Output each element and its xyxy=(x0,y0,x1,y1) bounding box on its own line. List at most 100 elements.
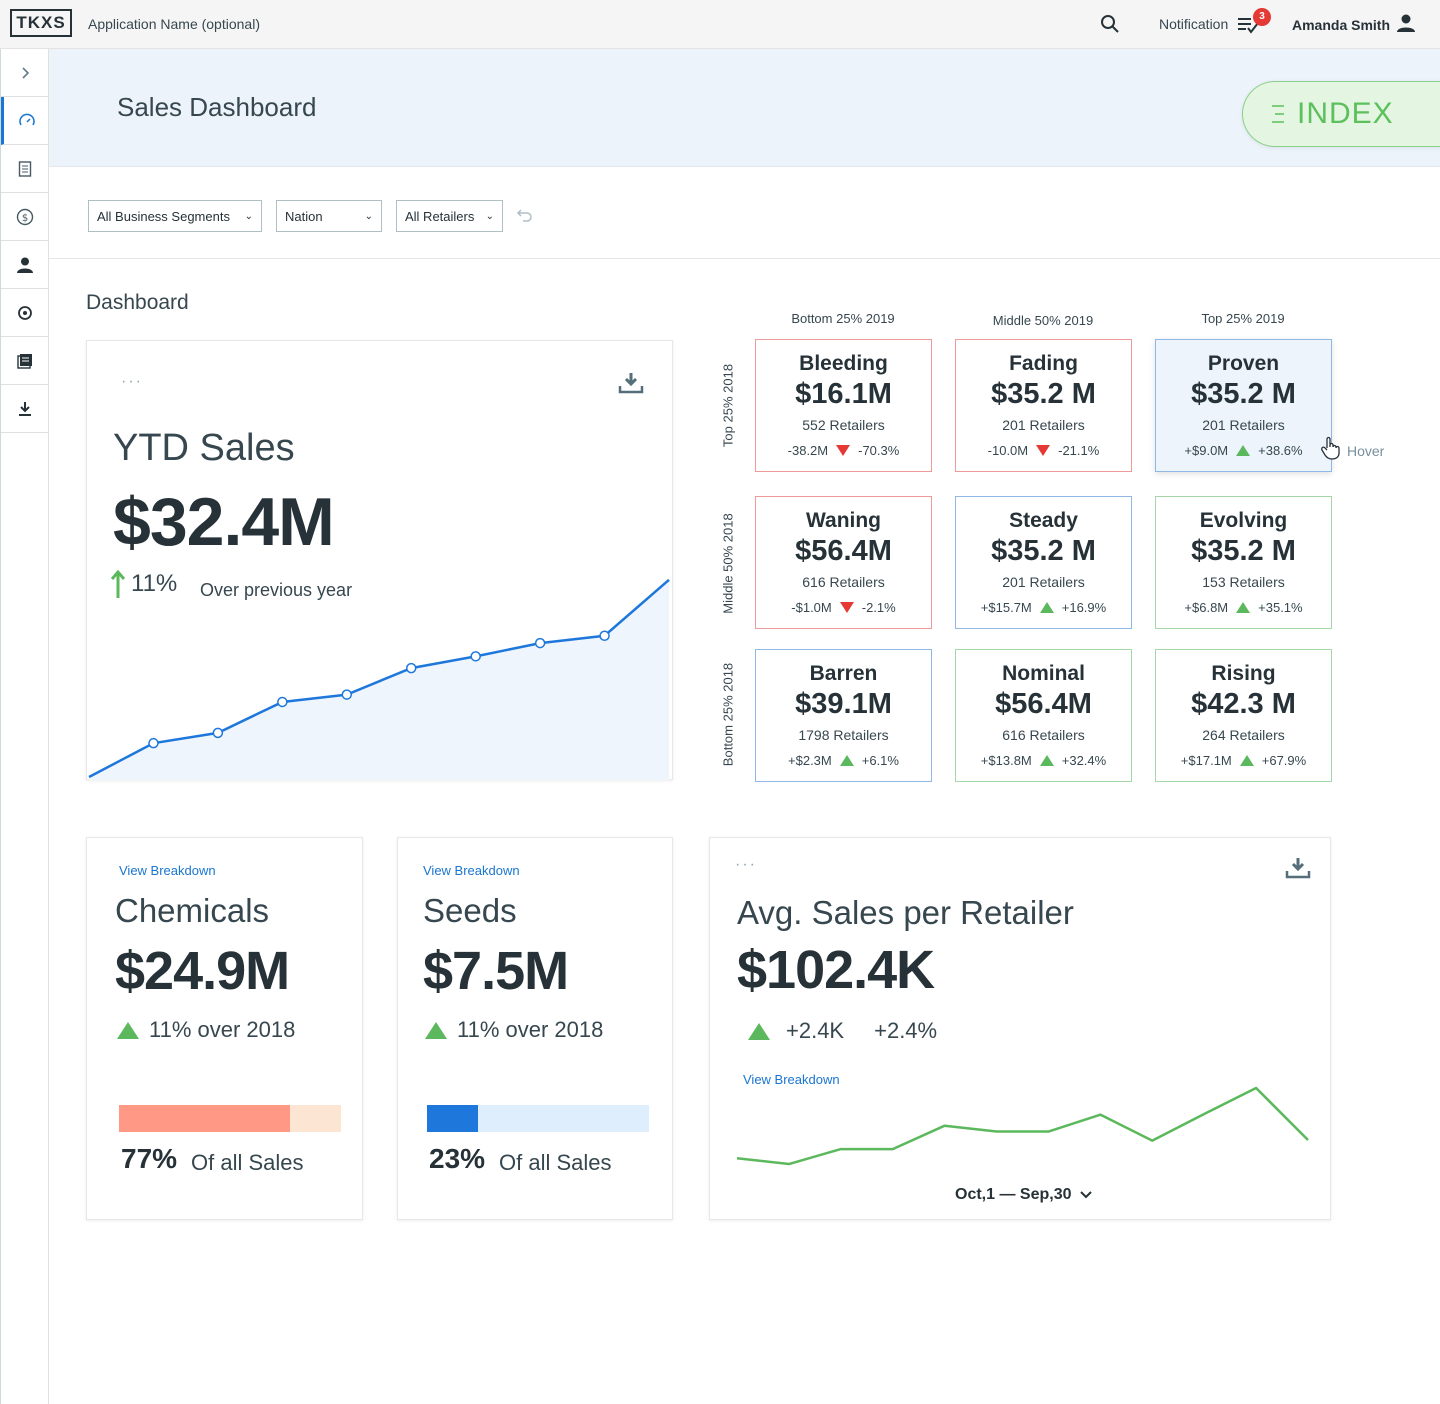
sidebar-item-documents[interactable] xyxy=(1,145,49,193)
triangle-up-icon xyxy=(1236,445,1251,456)
tile-name: Proven xyxy=(1207,352,1280,375)
triangle-up-icon xyxy=(1039,602,1054,613)
segment-name: Chemicals xyxy=(115,892,270,929)
dollar-icon: $ xyxy=(16,208,34,225)
ytd-point xyxy=(148,737,159,749)
region-select[interactable]: Nation ⌄ xyxy=(276,200,382,232)
download-icon[interactable] xyxy=(1285,856,1311,880)
tile-delta: +$2.3M +6.1% xyxy=(756,753,931,768)
tile-value: $39.1M xyxy=(795,688,892,720)
search-icon[interactable] xyxy=(1100,14,1120,34)
chevron-down-icon: ⌄ xyxy=(485,210,494,222)
retailer-select[interactable]: All Retailers ⌄ xyxy=(396,200,503,232)
sidebar-item-users[interactable] xyxy=(1,241,49,289)
view-breakdown-link[interactable]: View Breakdown xyxy=(743,1072,840,1087)
tile-name: Bleeding xyxy=(799,352,888,375)
share-label: Of all Sales xyxy=(191,1150,304,1175)
chevron-down-icon xyxy=(1079,1191,1092,1199)
column-header: Top 25% 2019 xyxy=(1201,311,1285,326)
date-range-value: Oct,1 — Sep,30 xyxy=(955,1186,1072,1203)
undo-icon[interactable] xyxy=(516,206,534,224)
tile-delta-abs: +$15.7M xyxy=(980,600,1032,615)
tile-name: Fading xyxy=(1009,352,1078,375)
tile-retailer-count: 153 Retailers xyxy=(1202,574,1285,590)
tile-retailer-count: 616 Retailers xyxy=(1002,727,1085,743)
segment-tile-bleeding[interactable]: Bleeding $16.1M 552 Retailers -38.2M -70… xyxy=(755,339,932,472)
tile-delta-abs: +$6.8M xyxy=(1184,600,1229,615)
tile-retailer-count: 201 Retailers xyxy=(1002,417,1085,433)
tile-value: $42.3 M xyxy=(1191,688,1296,720)
tile-delta-abs: +$13.8M xyxy=(980,753,1032,768)
tile-delta-pct: -70.3% xyxy=(858,443,900,458)
tile-delta-pct: +35.1% xyxy=(1258,600,1303,615)
ytd-point xyxy=(534,637,546,649)
tile-retailer-count: 201 Retailers xyxy=(1002,574,1085,590)
ytd-area xyxy=(89,579,669,780)
avg-delta-abs: +2.4K xyxy=(786,1018,845,1043)
tile-retailer-count: 1798 Retailers xyxy=(798,727,889,743)
view-breakdown-link[interactable]: View Breakdown xyxy=(119,863,216,878)
download-icon[interactable] xyxy=(618,371,644,395)
triangle-up-icon xyxy=(1236,602,1251,613)
segment-tile-proven[interactable]: Proven $35.2 M 201 Retailers +$9.0M +38.… xyxy=(1155,339,1332,472)
chevron-right-icon xyxy=(22,66,30,79)
tile-delta-abs: -$1.0M xyxy=(791,600,832,615)
column-header: Bottom 25% 2019 xyxy=(791,311,895,326)
triangle-up-icon xyxy=(748,1022,770,1040)
sidebar-item-download[interactable] xyxy=(1,385,49,433)
share-percent: 77% xyxy=(121,1143,178,1174)
view-breakdown-link[interactable]: View Breakdown xyxy=(423,863,520,878)
menu-lines-icon xyxy=(1272,105,1284,123)
segment-tile-nominal[interactable]: Nominal $56.4M 616 Retailers +$13.8M +32… xyxy=(955,649,1132,782)
ytd-point xyxy=(599,630,610,641)
tile-delta-pct: -21.1% xyxy=(1058,443,1100,458)
row-header: Top 25% 2018 xyxy=(720,363,736,448)
sidebar-item-dashboard[interactable] xyxy=(1,97,49,145)
sidebar-item-settings[interactable] xyxy=(1,289,49,337)
svg-text:$: $ xyxy=(22,213,28,224)
business-segment-select[interactable]: All Business Segments ⌄ xyxy=(88,200,262,232)
arrow-up-icon xyxy=(111,569,125,598)
notification-list-icon[interactable] xyxy=(1237,16,1259,34)
triangle-down-icon xyxy=(839,602,854,613)
sidebar-item-reports[interactable] xyxy=(1,337,49,385)
segment-tile-fading[interactable]: Fading $35.2 M 201 Retailers -10.0M -21.… xyxy=(955,339,1132,472)
triangle-up-icon xyxy=(425,1021,447,1039)
tile-value: $56.4M xyxy=(995,688,1092,720)
triangle-up-icon xyxy=(1039,755,1054,766)
tile-name: Waning xyxy=(805,509,882,532)
segment-tile-evolving[interactable]: Evolving $35.2 M 153 Retailers +$6.8M +3… xyxy=(1155,496,1332,629)
tile-delta-abs: -10.0M xyxy=(987,443,1029,458)
chemicals-card: View Breakdown Chemicals $24.9M 11% over… xyxy=(86,837,363,1220)
triangle-down-icon xyxy=(1036,445,1051,456)
notification-label[interactable]: Notification xyxy=(1159,16,1229,32)
ytd-line xyxy=(88,578,670,779)
download-icon xyxy=(19,401,31,416)
sidebar-item-finance[interactable]: $ xyxy=(1,193,49,241)
segment-growth: 11% over 2018 xyxy=(425,1017,603,1043)
segment-tile-steady[interactable]: Steady $35.2 M 201 Retailers +$15.7M +16… xyxy=(955,496,1132,629)
date-range-select[interactable]: Oct,1 — Sep,30 xyxy=(955,1186,1092,1204)
dashboard-title: Dashboard xyxy=(86,291,189,314)
user-name[interactable]: Amanda Smith xyxy=(1292,17,1391,33)
tile-retailer-count: 201 Retailers xyxy=(1202,417,1285,433)
tile-value: $35.2 M xyxy=(991,535,1096,567)
logo[interactable]: TKXS xyxy=(10,9,72,37)
sidebar-expand[interactable] xyxy=(1,49,49,97)
segment-value: $24.9M xyxy=(115,941,290,1001)
index-button[interactable]: INDEX xyxy=(1242,81,1440,147)
row-header: Middle 50% 2018 xyxy=(720,513,736,614)
segment-tile-waning[interactable]: Waning $56.4M 616 Retailers -$1.0M -2.1% xyxy=(755,496,932,629)
tile-delta-pct: +16.9% xyxy=(1061,600,1107,615)
triangle-down-icon xyxy=(836,445,851,456)
tile-delta-abs: +$17.1M xyxy=(1180,753,1232,768)
avg-value: $102.4K xyxy=(737,940,935,1000)
triangle-up-icon xyxy=(1239,755,1254,766)
more-options-icon[interactable]: ··· xyxy=(121,373,143,390)
chevron-down-icon: ⌄ xyxy=(364,210,373,222)
user-icon[interactable] xyxy=(1396,13,1416,33)
segment-tile-rising[interactable]: Rising $42.3 M 264 Retailers +$17.1M +67… xyxy=(1155,649,1332,782)
segment-tile-barren[interactable]: Barren $39.1M 1798 Retailers +$2.3M +6.1… xyxy=(755,649,932,782)
tile-delta: +$15.7M +16.9% xyxy=(956,600,1131,615)
more-options-icon[interactable]: ··· xyxy=(735,856,757,873)
